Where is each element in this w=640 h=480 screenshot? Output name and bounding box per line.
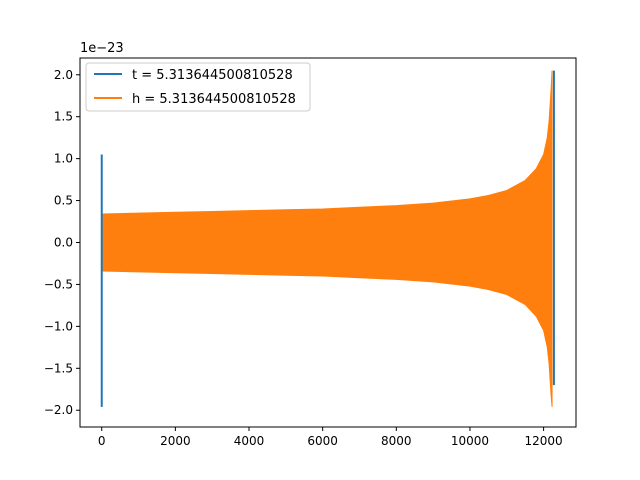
y-tick-label: 0.0 [54,236,73,250]
y-tick-label: −0.5 [44,277,73,291]
series-h-signal [101,70,553,407]
x-tick-label: 10000 [451,434,489,448]
x-tick-label: 6000 [307,434,338,448]
y-tick-label: −2.0 [44,403,73,417]
y-axis: −2.0 −1.5 −1.0 −0.5 0.0 0.5 1.0 1.5 2.0 [44,68,80,417]
legend: t = 5.313644500810528 h = 5.313644500810… [85,62,311,112]
x-axis: 0 2000 4000 6000 8000 10000 12000 [98,427,563,448]
y-tick-label: −1.0 [44,319,73,333]
y-tick-label: 0.5 [54,194,73,208]
x-tick-label: 0 [98,434,106,448]
x-tick-label: 2000 [160,434,191,448]
legend-label-h: h = 5.313644500810528 [132,92,296,107]
legend-label-t: t = 5.313644500810528 [132,68,293,83]
y-tick-label: −1.5 [44,361,73,375]
legend-box [85,62,311,112]
x-tick-label: 12000 [525,434,563,448]
y-offset-label: 1e−23 [80,41,124,56]
series-layer [100,70,555,407]
y-tick-label: 1.5 [54,110,73,124]
x-tick-label: 8000 [381,434,412,448]
x-tick-label: 4000 [234,434,265,448]
y-tick-label: 2.0 [54,68,73,82]
y-tick-label: 1.0 [54,152,73,166]
